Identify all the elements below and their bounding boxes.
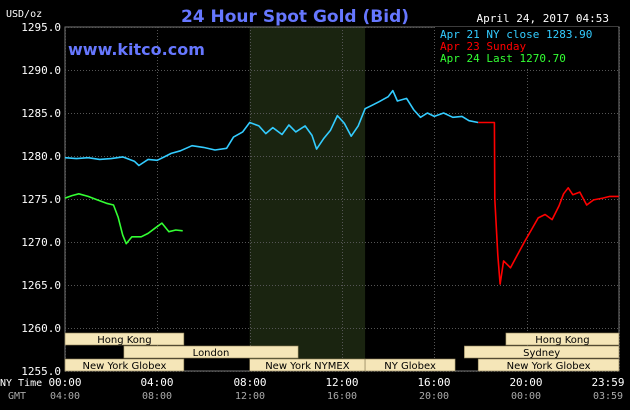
y-tick-label: 1255.0 [21,365,61,378]
x-tick-label-gmt: 03:59 [593,391,623,402]
market-session-label: New York NYMEX [265,361,350,372]
market-session-label: New York Globex [507,361,591,372]
market-session-bar [477,358,620,372]
legend-entry-apr24: Apr 24 Last 1270.70 [440,52,566,65]
x-tick-label-gmt: 12:00 [235,391,265,402]
series-line-1 [478,121,619,285]
market-session-bar [123,345,299,359]
x-tick-label-ny: 20:00 [509,376,542,389]
chart-legend: Apr 21 NY close 1283.90 Apr 23 Sunday Ap… [435,27,618,67]
market-session-bar [464,345,620,359]
x-tick-label-ny: 04:00 [140,376,173,389]
market-session-label: Hong Kong [535,335,589,346]
series-line-2 [64,193,183,245]
legend-background [435,27,618,67]
x-tick-label-ny: 23:59 [591,376,624,389]
market-session-label: London [193,348,230,359]
market-session-bar [505,332,620,346]
x-row-label-gmt: GMT [8,391,26,402]
series-line-0 [64,89,479,167]
x-tick-label-gmt: 16:00 [327,391,357,402]
x-row-label-ny: NY Time [0,378,42,389]
y-tick-label: 1270.0 [21,236,61,249]
nymex-session-shade [249,27,366,371]
chart-title: 24 Hour Spot Gold (Bid) [181,7,409,27]
legend-entry-apr21: Apr 21 NY close 1283.90 [440,28,592,41]
x-tick-label-ny: 08:00 [233,376,266,389]
market-session-bar [64,358,185,372]
y-tick-label: 1295.0 [21,21,61,34]
legend-entry-apr23: Apr 23 Sunday [440,40,526,53]
y-tick-label: 1265.0 [21,279,61,292]
y-axis-label: USD/oz [6,9,42,20]
x-tick-label-gmt: 04:00 [50,391,80,402]
x-tick-label-gmt: 08:00 [142,391,172,402]
market-session-bar [64,332,185,346]
y-tick-label: 1290.0 [21,64,61,77]
y-tick-label: 1280.0 [21,150,61,163]
market-session-bar [364,358,456,372]
x-tick-label-ny: 00:00 [48,376,81,389]
x-tick-label-ny: 16:00 [417,376,450,389]
y-tick-label: 1275.0 [21,193,61,206]
market-session-label: NY Globex [384,361,436,372]
y-tick-label: 1260.0 [21,322,61,335]
x-tick-label-ny: 12:00 [325,376,358,389]
source-link[interactable]: www.kitco.com [68,40,205,59]
market-session-label: Sydney [523,348,560,359]
market-session-label: New York Globex [83,361,167,372]
x-tick-label-gmt: 20:00 [419,391,449,402]
y-tick-label: 1285.0 [21,107,61,120]
x-tick-label-gmt: 00:00 [511,391,541,402]
chart-timestamp: April 24, 2017 04:53 [477,12,609,25]
market-session-label: Hong Kong [97,335,151,346]
